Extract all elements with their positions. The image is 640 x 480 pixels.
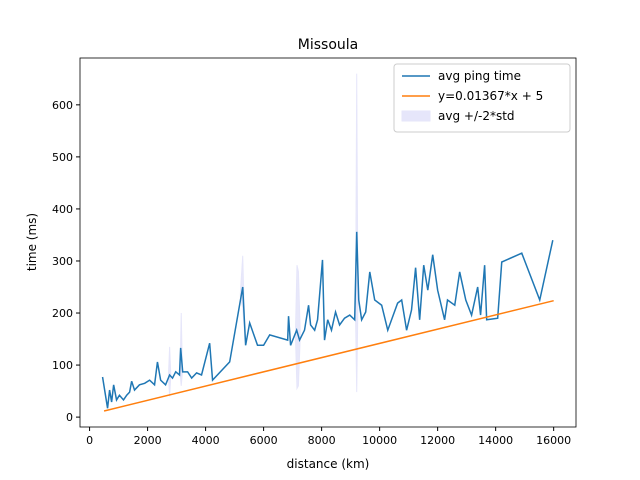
x-tick-label: 2000 — [134, 434, 162, 447]
y-tick-label: 100 — [52, 359, 73, 372]
legend-swatch — [401, 110, 431, 122]
chart-title: Missoula — [298, 37, 358, 53]
legend-box — [393, 63, 571, 133]
y-tick-label: 500 — [52, 151, 73, 164]
y-tick-label: 600 — [52, 99, 73, 112]
line-series — [103, 299, 554, 412]
x-tick-label: 6000 — [250, 434, 278, 447]
x-axis-label: distance (km) — [287, 457, 370, 471]
plot-frame — [79, 57, 577, 428]
x-tick-label: 4000 — [192, 434, 220, 447]
legend-label: avg ping time — [438, 69, 521, 83]
y-tick-label: 200 — [52, 307, 73, 320]
x-tick-label: 10000 — [362, 434, 397, 447]
x-tick-label: 8000 — [308, 434, 336, 447]
y-tick-label: 400 — [52, 203, 73, 216]
x-tick-label: 16000 — [536, 434, 571, 447]
line-series — [101, 231, 554, 409]
legend-label: y=0.01367*x + 5 — [438, 89, 543, 103]
x-tick-label: 12000 — [420, 434, 455, 447]
x-tick-label: 0 — [86, 434, 93, 447]
y-tick-label: 300 — [52, 255, 73, 268]
x-tick-label: 14000 — [478, 434, 513, 447]
std-band — [167, 346, 172, 397]
legend-label: avg +/-2*std — [438, 109, 515, 123]
y-axis-label: time (ms) — [25, 213, 39, 271]
y-tick-label: 0 — [66, 411, 73, 424]
